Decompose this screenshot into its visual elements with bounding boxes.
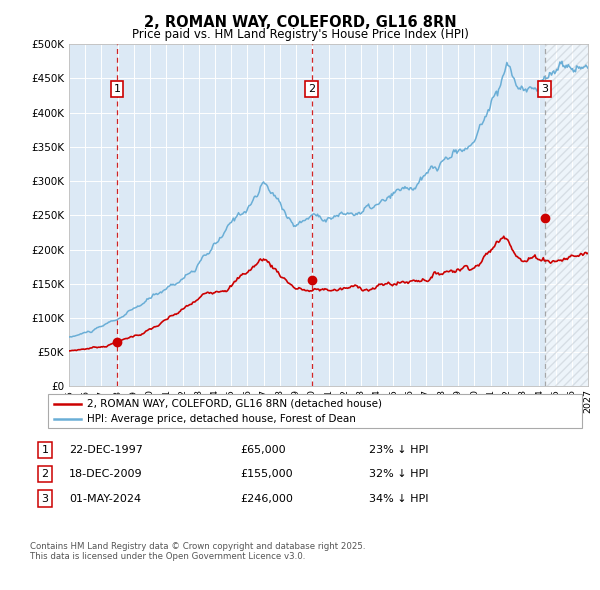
Text: £246,000: £246,000 [240,494,293,503]
Text: 34% ↓ HPI: 34% ↓ HPI [369,494,428,503]
Text: 22-DEC-1997: 22-DEC-1997 [69,445,143,455]
Text: £65,000: £65,000 [240,445,286,455]
Text: 23% ↓ HPI: 23% ↓ HPI [369,445,428,455]
Text: 1: 1 [41,445,49,455]
Text: 2: 2 [41,470,49,479]
Text: 3: 3 [541,84,548,94]
Text: 18-DEC-2009: 18-DEC-2009 [69,470,143,479]
Text: 3: 3 [41,494,49,503]
Text: £155,000: £155,000 [240,470,293,479]
Text: 32% ↓ HPI: 32% ↓ HPI [369,470,428,479]
Bar [545,44,588,386]
Text: 2, ROMAN WAY, COLEFORD, GL16 8RN (detached house): 2, ROMAN WAY, COLEFORD, GL16 8RN (detach… [87,399,382,409]
Text: Contains HM Land Registry data © Crown copyright and database right 2025.
This d: Contains HM Land Registry data © Crown c… [30,542,365,561]
Text: 01-MAY-2024: 01-MAY-2024 [69,494,141,503]
Text: Price paid vs. HM Land Registry's House Price Index (HPI): Price paid vs. HM Land Registry's House … [131,28,469,41]
Text: HPI: Average price, detached house, Forest of Dean: HPI: Average price, detached house, Fore… [87,414,356,424]
Text: 2, ROMAN WAY, COLEFORD, GL16 8RN: 2, ROMAN WAY, COLEFORD, GL16 8RN [143,15,457,30]
Text: 2: 2 [308,84,315,94]
Text: 1: 1 [113,84,121,94]
